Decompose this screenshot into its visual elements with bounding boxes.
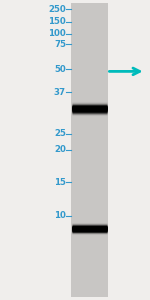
Text: 100: 100 — [48, 29, 66, 38]
Text: 15: 15 — [54, 178, 66, 187]
Text: 20: 20 — [54, 146, 66, 154]
Text: 50: 50 — [54, 64, 66, 74]
Text: 150: 150 — [48, 17, 66, 26]
Text: 250: 250 — [48, 4, 66, 14]
Bar — [70, 3, 108, 297]
Text: 25: 25 — [54, 129, 66, 138]
Text: 37: 37 — [54, 88, 66, 97]
Text: 10: 10 — [54, 212, 66, 220]
Text: 75: 75 — [54, 40, 66, 49]
